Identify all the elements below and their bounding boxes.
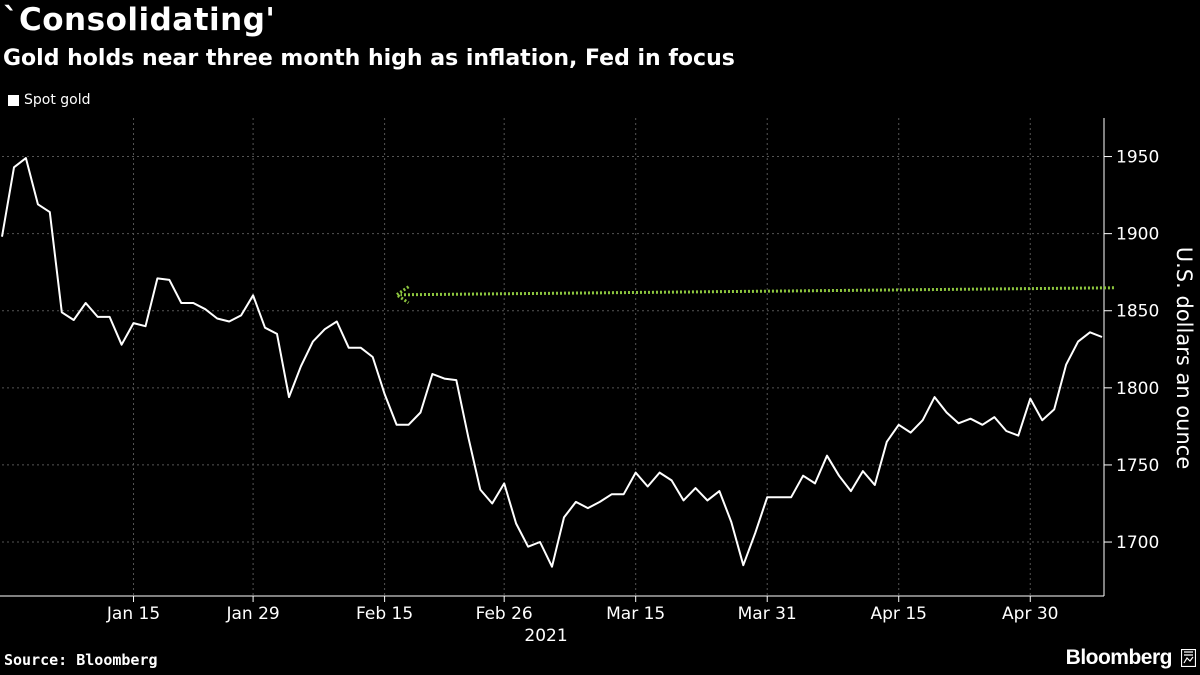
x-tick-label: Jan 29: [225, 604, 279, 624]
bloomberg-logo-text: Bloomberg: [1065, 646, 1173, 669]
y-tick-label: 1800: [1116, 379, 1159, 399]
x-tick-labels: Jan 15 Jan 29 Feb 15 Feb 26 Mar 15 Mar 31 Apr …: [106, 604, 1059, 646]
x-year-label: 2021: [524, 626, 567, 646]
chart-title: `Consolidating': [3, 2, 276, 38]
x-tick-label: Feb 15: [356, 604, 413, 624]
x-tick-label: Apr 30: [1002, 604, 1058, 624]
x-tick-label: Feb 26: [476, 604, 533, 624]
x-tick-label: Mar 31: [738, 604, 797, 624]
grid-lines: [2, 118, 1102, 596]
axis: [0, 118, 1112, 602]
x-tick-label: Apr 15: [871, 604, 927, 624]
legend: Spot gold: [8, 92, 91, 108]
terminal-icon: [1181, 649, 1196, 667]
y-tick-label: 1950: [1116, 148, 1159, 168]
x-tick-label: Mar 15: [606, 604, 665, 624]
y-axis-label: U.S. dollars an ounce: [1172, 246, 1197, 470]
y-tick-label: 1850: [1116, 302, 1159, 322]
x-tick-label: Jan 15: [106, 604, 160, 624]
arrow-shaft: [400, 286, 1114, 297]
chart-subtitle: Gold holds near three month high as infl…: [3, 46, 735, 71]
y-axis-label-box: U.S. dollars an ounce: [1154, 228, 1200, 488]
source-note: Source: Bloomberg: [4, 651, 158, 669]
spot-gold-line: [1, 157, 1103, 568]
y-tick-labels: 1700 1750 1800 1850 1900 1950: [1116, 148, 1159, 553]
legend-swatch: [8, 94, 19, 106]
y-tick-label: 1750: [1116, 456, 1159, 476]
arrow-annotation: [393, 285, 1114, 305]
legend-label: Spot gold: [24, 92, 91, 108]
brand: Bloomberg: [1066, 646, 1196, 670]
y-tick-label: 1700: [1116, 533, 1159, 553]
y-tick-label: 1900: [1116, 225, 1159, 245]
arrow-head: [393, 285, 410, 305]
